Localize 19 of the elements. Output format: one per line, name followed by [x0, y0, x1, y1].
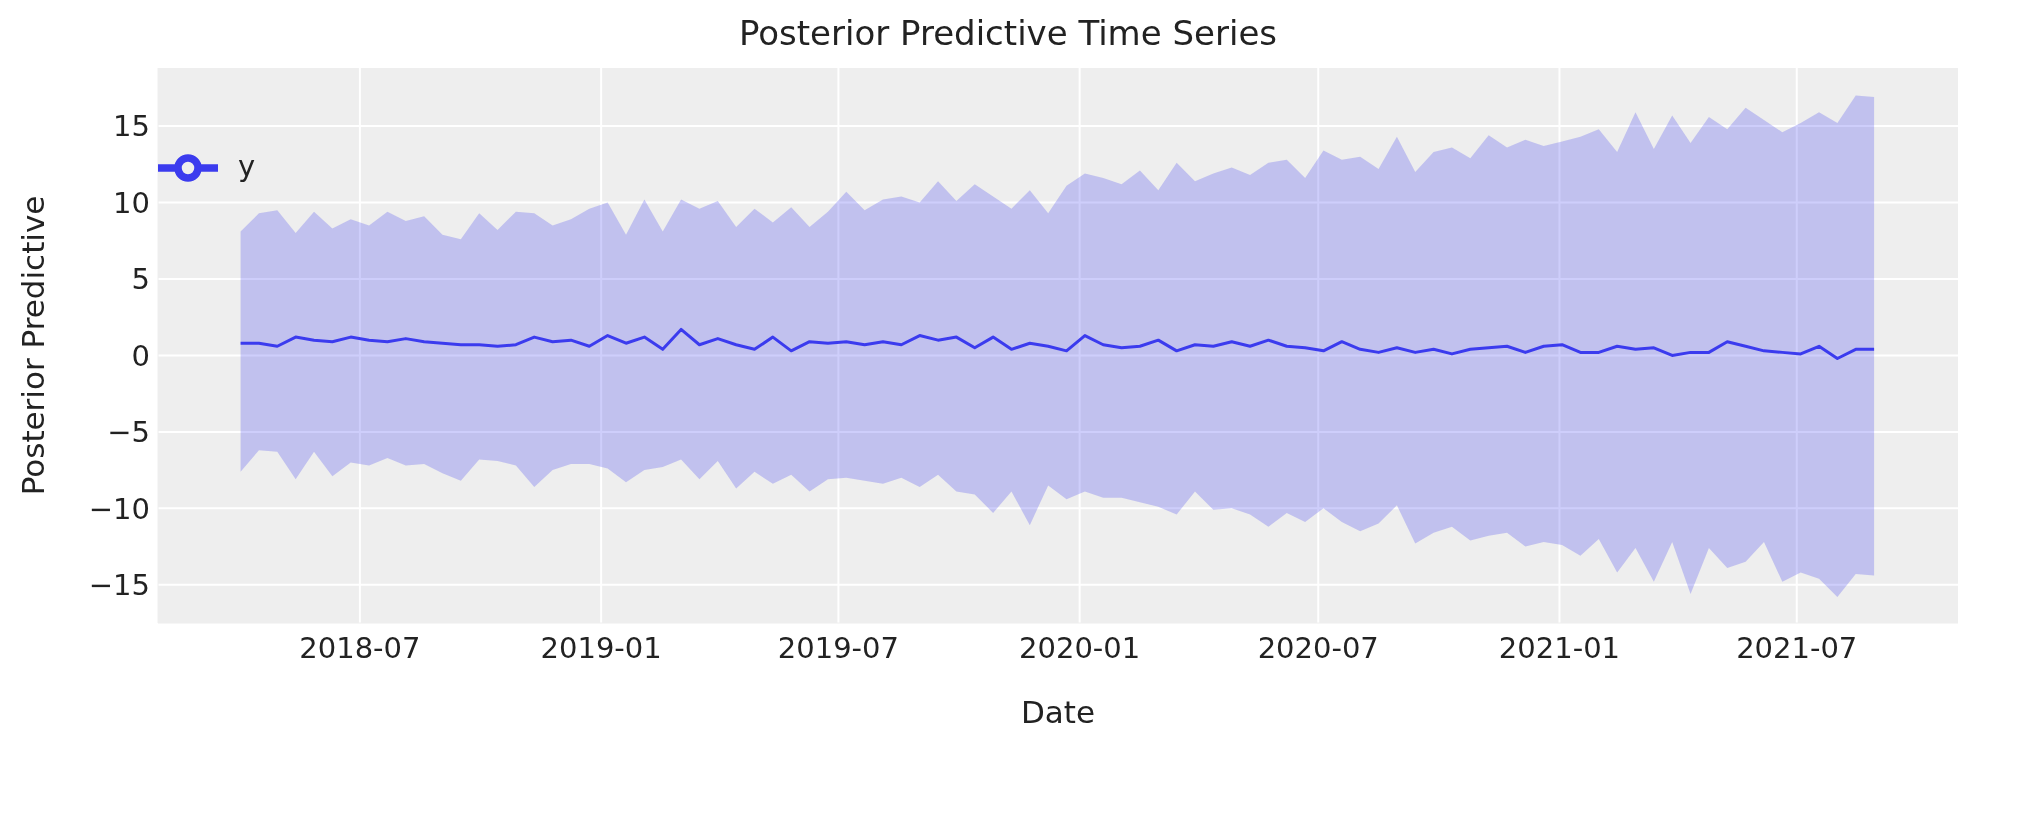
y-axis-title: Posterior Predictive: [15, 195, 52, 496]
line-series: [239, 327, 1876, 360]
y-tick-label: 5: [131, 262, 150, 297]
x-tick-label: 2020-07: [1257, 630, 1379, 665]
x-tick-label: 2019-07: [777, 630, 899, 665]
x-axis-title: Date: [1020, 694, 1096, 730]
x-tick-label: 2018-07: [299, 630, 421, 665]
x-tick-label: 2020-01: [1019, 630, 1141, 665]
y-tick-label: 10: [113, 185, 150, 220]
x-tick-label: 2021-01: [1498, 630, 1621, 665]
x-tick-label: 2019-01: [540, 630, 662, 665]
y-tick-label: −10: [88, 491, 150, 526]
chart-title: Posterior Predictive Time Series: [737, 12, 1278, 55]
y-tick-label: 15: [113, 109, 150, 144]
y-tick-label: 0: [131, 338, 150, 373]
legend-label: y: [238, 149, 256, 183]
y-tick-label: −5: [107, 415, 150, 450]
x-tick-label: 2021-07: [1736, 630, 1858, 665]
y-tick-label: −15: [88, 568, 150, 603]
